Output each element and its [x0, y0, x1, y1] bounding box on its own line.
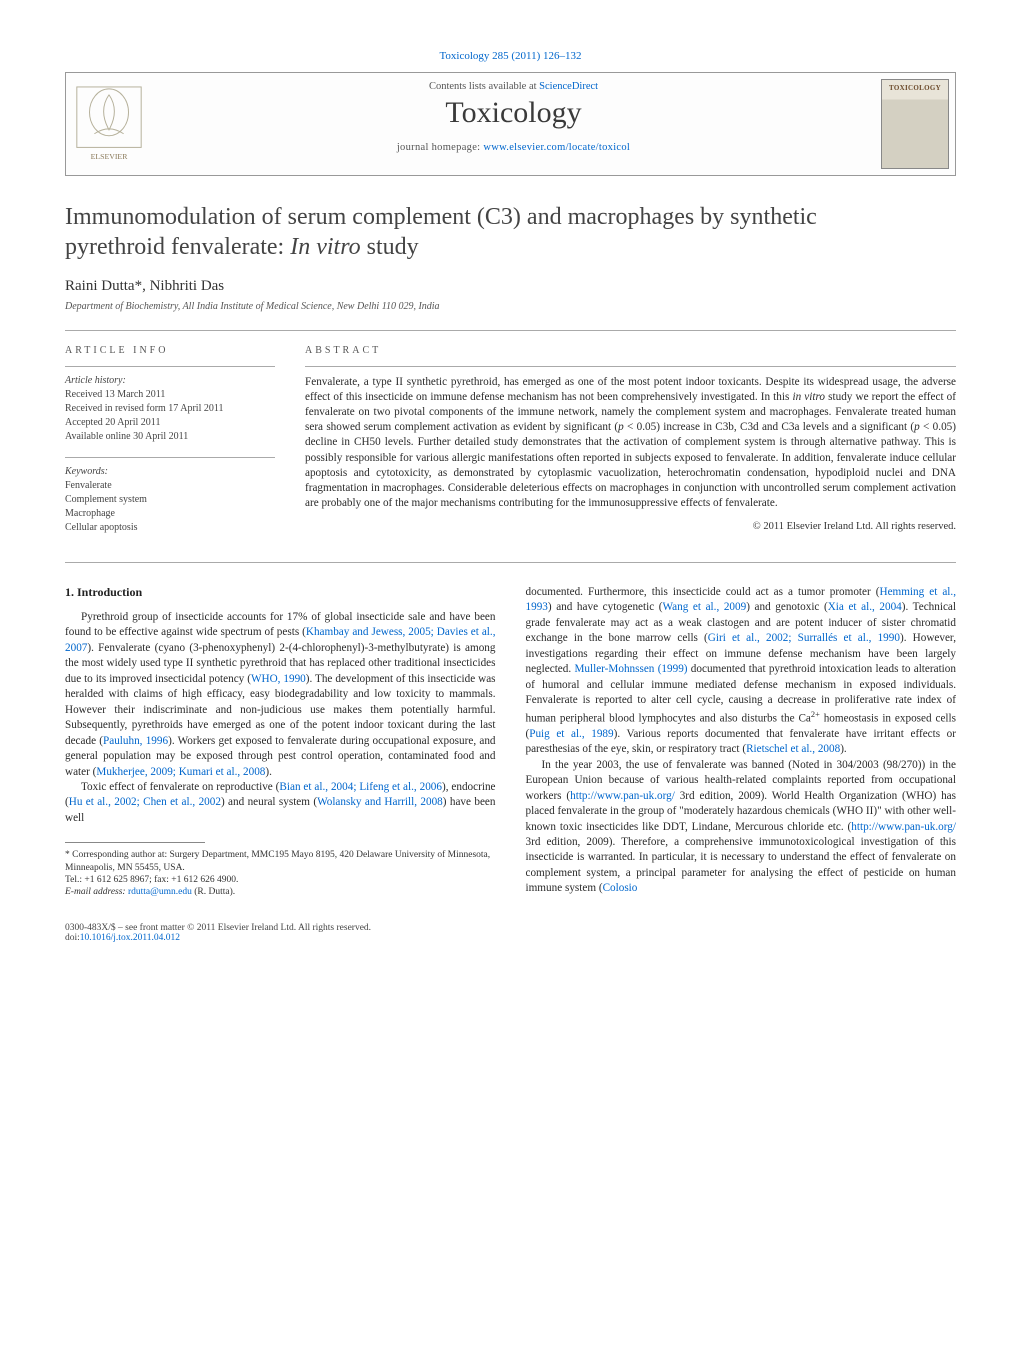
history-line: Received in revised form 17 April 2011	[65, 402, 275, 415]
keywords-label: Keywords:	[65, 466, 275, 477]
ref-link[interactable]: Wolansky and Harrill, 2008	[317, 796, 443, 808]
title-line2c: study	[361, 234, 419, 260]
cover-thumbnail: TOXICOLOGY	[875, 73, 955, 175]
ref-link[interactable]: Rietschel et al., 2008	[746, 743, 840, 755]
email-label: E-mail address:	[65, 887, 126, 897]
cover-title: TOXICOLOGY	[884, 84, 946, 92]
t: ).	[840, 743, 847, 755]
contents-line: Contents lists available at ScienceDirec…	[158, 81, 869, 92]
article-info: article info Article history: Received 1…	[65, 345, 275, 548]
ref-link[interactable]: Muller-Mohnssen (1999)	[574, 663, 687, 675]
page: Toxicology 285 (2011) 126–132 ELSEVIER C…	[0, 0, 1021, 973]
sciencedirect-link[interactable]: ScienceDirect	[539, 81, 598, 92]
citation-link[interactable]: Toxicology 285 (2011) 126–132	[439, 50, 581, 62]
info-divider	[65, 366, 275, 367]
affiliation: Department of Biochemistry, All India In…	[65, 301, 956, 312]
abs-italic1: in vitro	[792, 391, 825, 403]
superscript: 2+	[811, 710, 820, 719]
keyword: Complement system	[65, 493, 275, 506]
keyword: Cellular apoptosis	[65, 521, 275, 534]
history-line: Received 13 March 2011	[65, 388, 275, 401]
t: ) and neural system (	[221, 796, 317, 808]
title-line2a: pyrethroid fenvalerate:	[65, 234, 290, 260]
ref-link[interactable]: WHO, 1990	[251, 673, 306, 685]
left-column: 1. Introduction Pyrethroid group of inse…	[65, 585, 496, 899]
abs-g: < 0.05) decline in CH50 levels. Further …	[305, 421, 956, 509]
ref-link[interactable]: Giri et al., 2002; Surrallés et al., 199…	[708, 632, 900, 644]
keyword: Macrophage	[65, 507, 275, 520]
ref-link[interactable]: Mukherjee, 2009; Kumari et al., 2008	[96, 766, 265, 778]
t: documented. Furthermore, this insecticid…	[526, 586, 880, 598]
ref-link[interactable]: Bian et al., 2004; Lifeng et al., 2006	[279, 781, 442, 793]
history-label: Article history:	[65, 375, 275, 386]
history-block: Article history: Received 13 March 2011 …	[65, 375, 275, 443]
header-center: Contents lists available at ScienceDirec…	[152, 73, 875, 175]
info-divider	[65, 457, 275, 458]
doi-line: doi:10.1016/j.tox.2011.04.012	[65, 933, 956, 943]
doi-link[interactable]: 10.1016/j.tox.2011.04.012	[80, 933, 180, 943]
svg-text:ELSEVIER: ELSEVIER	[91, 152, 129, 161]
abstract-column: abstract Fenvalerate, a type II syntheti…	[305, 345, 956, 548]
right-p1: documented. Furthermore, this insecticid…	[526, 585, 957, 758]
ref-link[interactable]: Xia et al., 2004	[828, 601, 902, 613]
corresponding-footnote: * Corresponding author at: Surgery Depar…	[65, 849, 496, 898]
homepage-prefix: journal homepage:	[397, 142, 483, 153]
abstract-text: Fenvalerate, a type II synthetic pyrethr…	[305, 375, 956, 511]
ref-link[interactable]: Puig et al., 1989	[529, 728, 613, 740]
right-column: documented. Furthermore, this insecticid…	[526, 585, 957, 899]
divider-bottom	[65, 562, 956, 563]
contents-prefix: Contents lists available at	[429, 81, 539, 92]
t: Toxic effect of fenvalerate on reproduct…	[81, 781, 279, 793]
cover-image: TOXICOLOGY	[881, 79, 949, 169]
t: ).	[265, 766, 272, 778]
url-link[interactable]: http://www.pan-uk.org/	[851, 821, 956, 833]
keyword: Fenvalerate	[65, 479, 275, 492]
ref-link[interactable]: Hu et al., 2002; Chen et al., 2002	[69, 796, 221, 808]
abstract-heading: abstract	[305, 345, 956, 356]
article-title: Immunomodulation of serum complement (C3…	[65, 202, 956, 262]
url-link[interactable]: http://www.pan-uk.org/	[570, 790, 675, 802]
t: 3rd edition, 2009). Therefore, a compreh…	[526, 836, 957, 894]
corr-tel: Tel.: +1 612 625 8967; fax: +1 612 626 4…	[65, 874, 496, 886]
intro-p2: Toxic effect of fenvalerate on reproduct…	[65, 780, 496, 826]
right-p2: In the year 2003, the use of fenvalerate…	[526, 758, 957, 897]
authors: Raini Dutta*, Nibhriti Das	[65, 278, 956, 295]
intro-p1: Pyrethroid group of insecticide accounts…	[65, 610, 496, 780]
history-line: Available online 30 April 2011	[65, 430, 275, 443]
title-line1: Immunomodulation of serum complement (C3…	[65, 204, 817, 230]
bottom-bar: 0300-483X/$ – see front matter © 2011 El…	[65, 923, 956, 943]
keywords-block: Keywords: Fenvalerate Complement system …	[65, 466, 275, 534]
journal-name: Toxicology	[158, 96, 869, 130]
t: ) and have cytogenetic (	[548, 601, 663, 613]
info-heading: article info	[65, 345, 275, 356]
intro-heading: 1. Introduction	[65, 585, 496, 600]
body-columns: 1. Introduction Pyrethroid group of inse…	[65, 585, 956, 899]
ref-link[interactable]: Wang et al., 2009	[663, 601, 747, 613]
info-abstract-row: article info Article history: Received 1…	[65, 331, 956, 562]
citation-line: Toxicology 285 (2011) 126–132	[65, 50, 956, 62]
ref-link[interactable]: Pauluhn, 1996	[103, 735, 168, 747]
history-line: Accepted 20 April 2011	[65, 416, 275, 429]
doi-label: doi:	[65, 933, 80, 943]
copyright: © 2011 Elsevier Ireland Ltd. All rights …	[305, 521, 956, 532]
title-italic: In vitro	[290, 234, 360, 260]
footnote-separator	[65, 842, 205, 843]
homepage-line: journal homepage: www.elsevier.com/locat…	[158, 142, 869, 153]
abs-e: < 0.05) increase in C3b, C3d and C3a lev…	[624, 421, 914, 433]
issn-line: 0300-483X/$ – see front matter © 2011 El…	[65, 923, 956, 933]
email-link[interactable]: rdutta@umn.edu	[128, 887, 192, 897]
abstract-divider	[305, 366, 956, 367]
corr-email-line: E-mail address: rdutta@umn.edu (R. Dutta…	[65, 886, 496, 898]
ref-link[interactable]: Colosio	[603, 882, 638, 894]
email-tail: (R. Dutta).	[192, 887, 235, 897]
t: ) and genotoxic (	[746, 601, 828, 613]
corr-address: * Corresponding author at: Surgery Depar…	[65, 849, 496, 874]
journal-header: ELSEVIER Contents lists available at Sci…	[65, 72, 956, 176]
homepage-link[interactable]: www.elsevier.com/locate/toxicol	[483, 142, 630, 153]
elsevier-logo: ELSEVIER	[66, 73, 152, 175]
